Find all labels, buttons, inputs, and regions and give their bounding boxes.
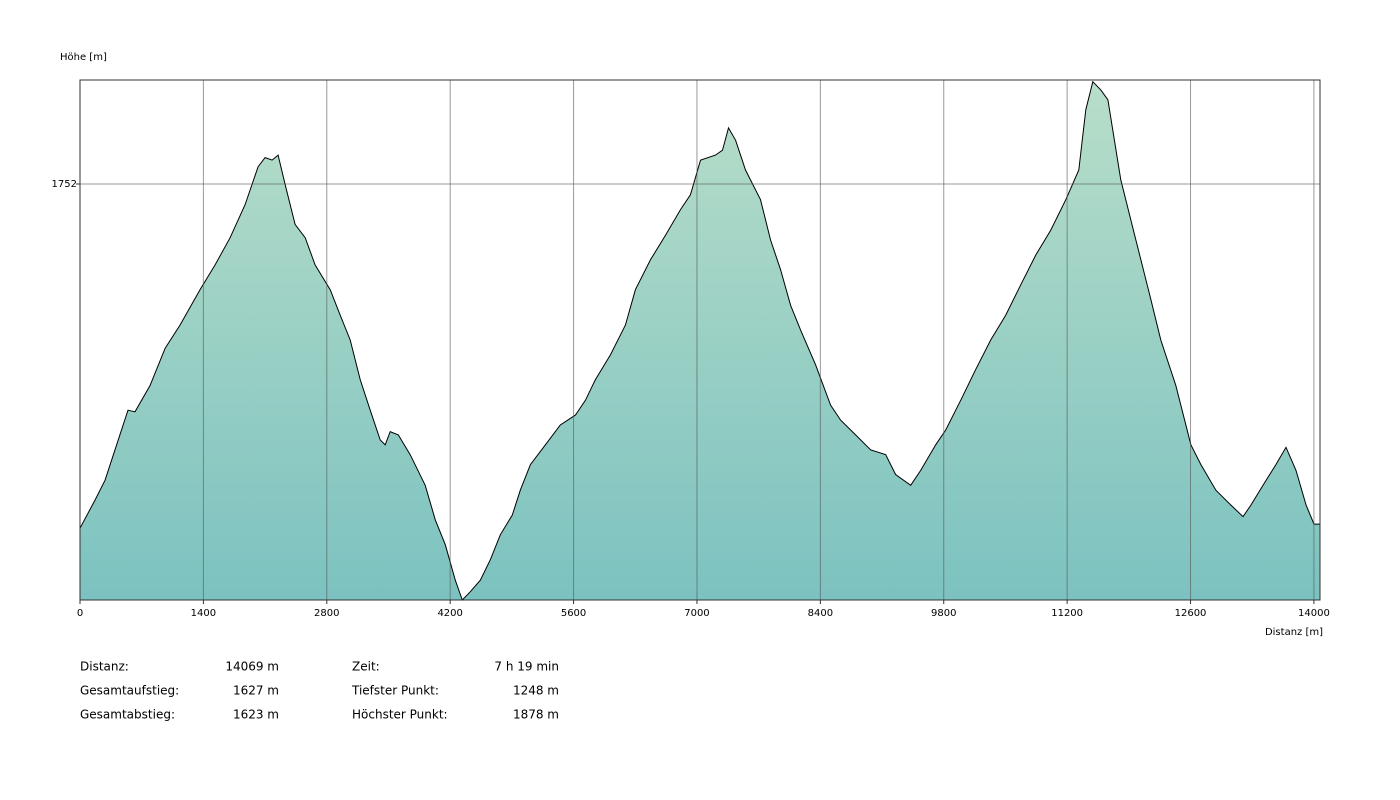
elevation-area [80,81,1320,600]
stat-value: 1627 m [233,684,279,698]
stat-label: Gesamtaufstieg: [80,684,179,698]
y-axis-label: Höhe [m] [60,52,107,63]
x-tick-label: 7000 [684,608,709,619]
x-tick-label: 9800 [931,608,956,619]
stat-label: Tiefster Punkt: [351,684,439,698]
x-tick-label: 2800 [314,608,339,619]
x-tick-label: 0 [77,608,83,619]
stat-value: 1623 m [233,708,279,722]
stat-value: 1248 m [513,684,559,698]
plot-border [79,79,1321,601]
stat-value: 7 h 19 min [494,660,559,674]
x-tick-label: 11200 [1051,608,1083,619]
stat-label: Gesamtabstieg: [80,708,175,722]
stat-label: Distanz: [80,660,129,674]
elevation-line [79,80,1320,601]
x-tick-label: 1400 [191,608,216,619]
y-tick-label: 1752 [52,179,77,190]
stat-value: 1878 m [513,708,559,722]
x-axis-label: Distanz [m] [1265,627,1323,638]
stat-label: Höchster Punkt: [352,708,448,722]
x-tick-label: 4200 [437,608,462,619]
x-tick-label: 5600 [561,608,586,619]
x-tick-label: 8400 [808,608,833,619]
stat-label: Zeit: [352,660,380,674]
stat-value: 14069 m [225,660,279,674]
x-tick-label: 14000 [1298,608,1330,619]
x-tick-label: 12600 [1175,608,1207,619]
